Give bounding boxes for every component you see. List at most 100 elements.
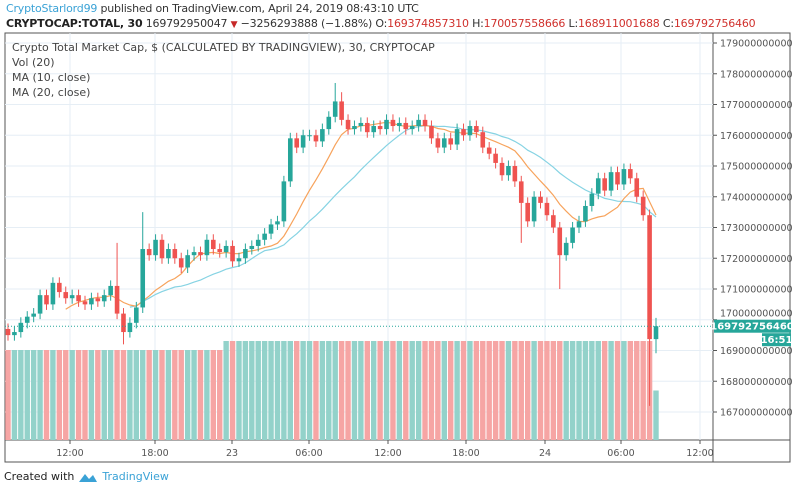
candle-body [628, 169, 633, 179]
y-tick-label: 172000000000 [720, 254, 793, 265]
candle-body [307, 135, 312, 137]
candle [211, 234, 216, 255]
candle [166, 243, 171, 264]
candle [127, 317, 133, 338]
candle [172, 243, 178, 264]
candle [82, 295, 88, 310]
candle-body [57, 282, 62, 293]
tradingview-link[interactable]: TradingView [102, 470, 169, 483]
volume-bar [217, 350, 223, 440]
x-tick-label: 18:00 [452, 448, 479, 459]
candle-body [480, 132, 486, 148]
volume-bar [184, 350, 191, 440]
volume-bar [358, 341, 364, 440]
volume-bar [127, 350, 133, 440]
volume-bar [172, 350, 178, 440]
volume-bar [242, 341, 249, 440]
candle-body [255, 239, 261, 246]
candle [262, 228, 267, 246]
footer: Created with TradingView [4, 470, 169, 483]
y-tick-label: 169000000000 [720, 346, 793, 357]
y-tick-label: 175000000000 [720, 162, 793, 173]
volume-bar [11, 350, 18, 440]
volume-bar [281, 341, 287, 440]
candle-body [358, 122, 364, 127]
volume-bar [390, 341, 396, 440]
legend-ma20[interactable]: MA (20, close) [12, 86, 91, 99]
author-link[interactable]: CryptoStarlord99 [6, 2, 98, 15]
candle [352, 120, 357, 135]
x-tick-label: 06:00 [295, 448, 322, 459]
candle-body [467, 126, 473, 136]
candle-body [313, 135, 319, 142]
candle [63, 286, 69, 304]
volume-bar [499, 341, 505, 440]
candle-body [281, 181, 287, 222]
candlestick-chart[interactable]: 179000000000 178000000000 177000000000 1760… [0, 0, 800, 470]
y-tick-label: 178000000000 [720, 69, 793, 80]
volume-bar [364, 341, 370, 440]
candle-body [140, 249, 146, 308]
candle-body [506, 166, 511, 176]
volume-bar [473, 341, 480, 440]
legend-ma10[interactable]: MA (10, close) [12, 71, 91, 84]
candle-body [409, 126, 415, 130]
candle [217, 243, 223, 258]
volume-bar [69, 350, 75, 440]
candle-body [403, 122, 409, 130]
volume-bar [24, 350, 30, 440]
volume-bar [178, 350, 184, 440]
time-tag-bg [762, 333, 791, 347]
y-tick-label: 170000000000 [720, 309, 793, 320]
candle-body [191, 252, 197, 256]
candle [275, 215, 280, 230]
volume-bar [95, 350, 101, 440]
candle [576, 215, 582, 234]
volume-bar [370, 341, 377, 440]
chart-frame [4, 32, 791, 463]
candle [185, 249, 190, 274]
candle-body [441, 138, 447, 148]
volume-bar [338, 341, 345, 440]
volume-bar [467, 341, 473, 440]
candle [422, 114, 428, 132]
candle [416, 114, 421, 132]
price-change: −3256293888 (−1.88%) [240, 17, 373, 30]
legend-volume[interactable]: Vol (20) [12, 56, 55, 69]
candle [454, 123, 460, 151]
ohlc-line: CRYPTOCAP:TOTAL, 30 169792950047 ▼ −3256… [6, 17, 756, 30]
candle-body [262, 233, 267, 240]
candle [31, 308, 36, 323]
volume-bar [505, 341, 512, 440]
candle-body [377, 126, 383, 130]
volume-bar [351, 341, 358, 440]
candle [191, 246, 197, 261]
candle-body [18, 322, 24, 333]
candle-body [429, 126, 434, 139]
volume-bar [120, 350, 127, 440]
candle [506, 160, 511, 181]
volume-bar [294, 341, 300, 440]
candle [538, 191, 543, 209]
candle [377, 120, 383, 135]
candle [429, 120, 434, 144]
ma10-line [65, 121, 657, 310]
x-tick-label: 24 [539, 448, 551, 459]
candle [12, 326, 17, 341]
close-value: 169792756460 [673, 17, 756, 30]
candle-body [499, 162, 505, 176]
candle [615, 166, 620, 190]
volume-bar [88, 350, 95, 440]
volume-bar [152, 350, 159, 440]
candle [281, 175, 287, 227]
volume-bar [608, 341, 614, 440]
candle [134, 301, 139, 329]
candle [159, 234, 165, 264]
tradingview-logo-icon [79, 473, 98, 482]
volume-bar [43, 350, 50, 440]
candle-body [287, 138, 293, 182]
candle-body [82, 301, 88, 305]
candle-body [172, 249, 178, 259]
candle [236, 252, 242, 267]
candle [371, 120, 377, 138]
